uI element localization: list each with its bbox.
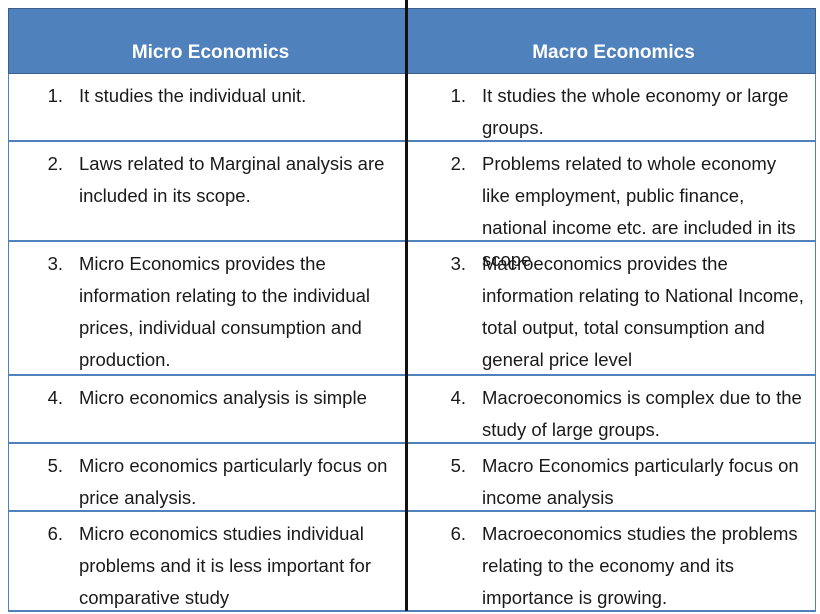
- macro-cell: 6. Macroeconomics studies the problems r…: [412, 512, 815, 610]
- row-number: 5.: [450, 455, 466, 476]
- micro-cell: 5. Micro economics particularly focus on…: [9, 444, 412, 510]
- micro-text: It studies the individual unit.: [79, 85, 307, 106]
- table-row: 2. Laws related to Marginal analysis are…: [8, 142, 816, 270]
- row-number: 6.: [450, 523, 466, 544]
- micro-cell: 4. Micro economics analysis is simple: [9, 376, 412, 442]
- micro-text: Micro economics particularly focus on pr…: [79, 455, 388, 508]
- macro-cell: 3. Macroeconomics provides the informati…: [412, 242, 815, 374]
- table-row: 6. Micro economics studies individual pr…: [8, 512, 816, 612]
- table-header: Micro Economics Macro Economics: [8, 8, 816, 74]
- comparison-table: Micro Economics Macro Economics 1. It st…: [8, 8, 816, 612]
- micro-text: Micro economics studies individual probl…: [79, 523, 372, 608]
- table-row: 3. Micro Economics provides the informat…: [8, 242, 816, 376]
- table-row: 4. Micro economics analysis is simple 4.…: [8, 376, 816, 444]
- micro-cell: 1. It studies the individual unit.: [9, 74, 412, 140]
- micro-cell: 6. Micro economics studies individual pr…: [9, 512, 412, 610]
- table-row: 1. It studies the individual unit. 1. It…: [8, 74, 816, 142]
- macro-cell: 4. Macroeconomics is complex due to the …: [412, 376, 815, 442]
- macro-text: Problems related to whole economy like e…: [482, 153, 796, 270]
- micro-cell: 3. Micro Economics provides the informat…: [9, 242, 412, 374]
- micro-cell: 2. Laws related to Marginal analysis are…: [9, 142, 412, 240]
- row-number: 5.: [47, 455, 63, 476]
- micro-text: Micro Economics provides the information…: [79, 253, 371, 370]
- macro-cell: 2. Problems related to whole economy lik…: [412, 142, 815, 270]
- row-number: 4.: [47, 387, 63, 408]
- header-micro-economics: Micro Economics: [131, 42, 290, 63]
- column-divider: [405, 0, 408, 611]
- row-number: 6.: [47, 523, 63, 544]
- row-number: 3.: [450, 253, 466, 274]
- header-macro-economics: Macro Economics: [532, 42, 695, 63]
- row-number: 3.: [47, 253, 63, 274]
- macro-text: It studies the whole economy or large gr…: [482, 85, 789, 138]
- row-number: 4.: [450, 387, 466, 408]
- micro-text: Laws related to Marginal analysis are in…: [79, 153, 385, 206]
- row-number: 2.: [450, 153, 466, 174]
- macro-cell: 5. Macro Economics particularly focus on…: [412, 444, 815, 510]
- macro-text: Macroeconomics studies the problems rela…: [482, 523, 798, 608]
- macro-text: Macroeconomics is complex due to the stu…: [482, 387, 802, 440]
- table-row: 5. Micro economics particularly focus on…: [8, 444, 816, 512]
- micro-text: Micro economics analysis is simple: [79, 387, 367, 408]
- row-number: 2.: [47, 153, 63, 174]
- macro-text: Macroeconomics provides the information …: [482, 253, 804, 370]
- macro-text: Macro Economics particularly focus on in…: [482, 455, 799, 508]
- macro-cell: 1. It studies the whole economy or large…: [412, 74, 815, 140]
- row-number: 1.: [450, 85, 466, 106]
- row-number: 1.: [47, 85, 63, 106]
